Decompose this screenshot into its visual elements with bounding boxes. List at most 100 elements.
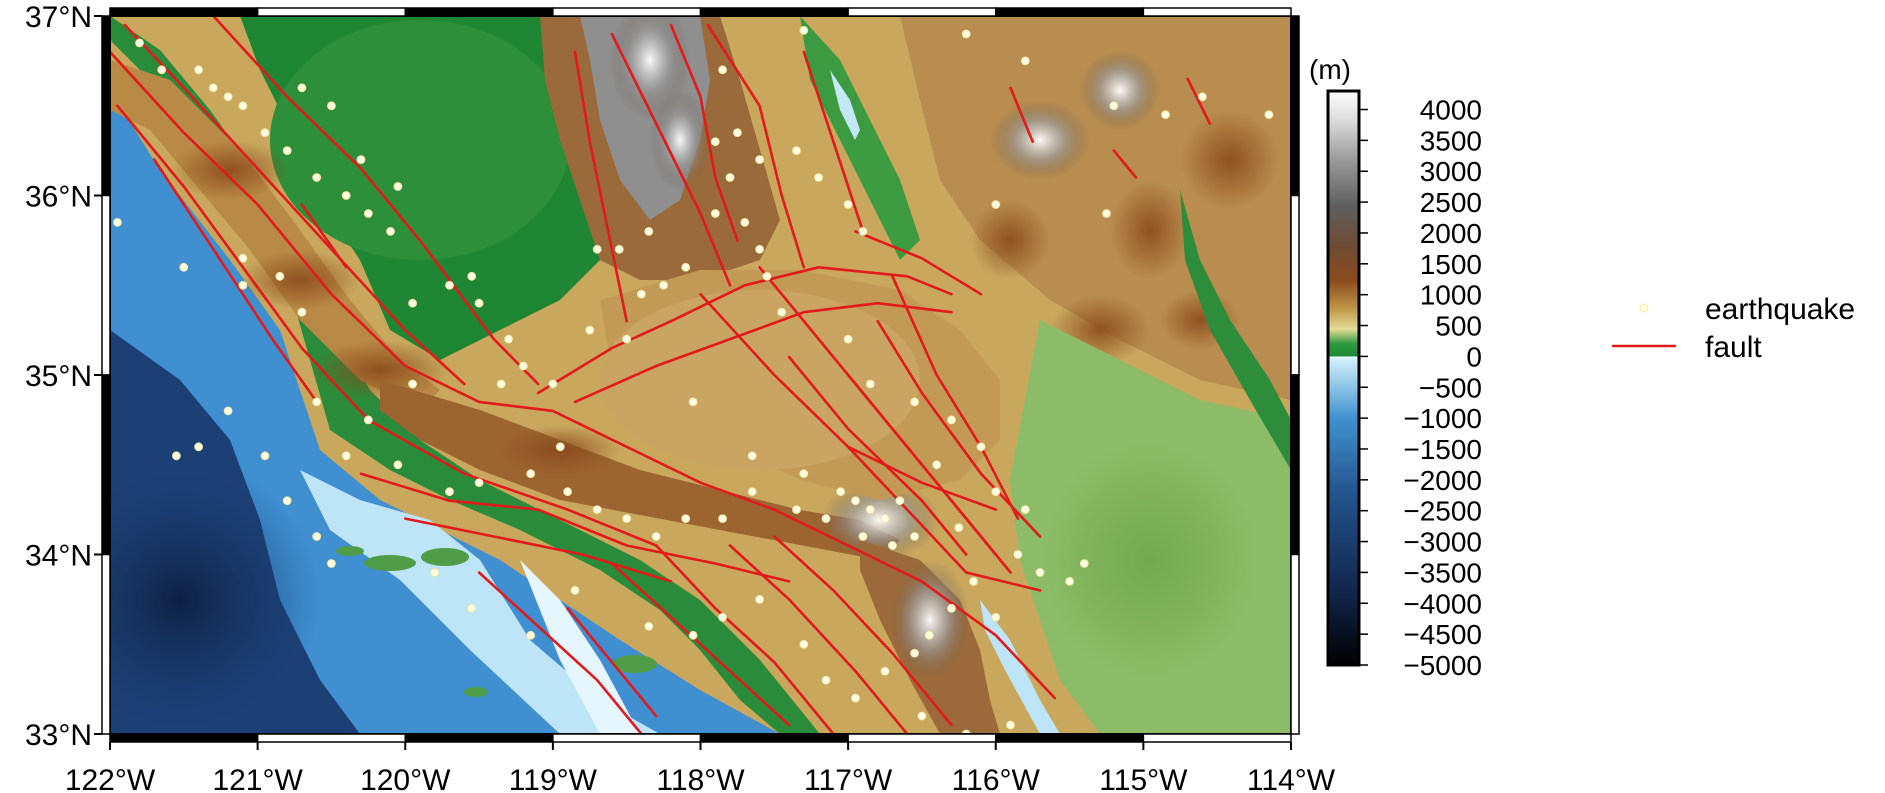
colorbar-label: −500 bbox=[1419, 372, 1482, 403]
earthquake-point bbox=[223, 406, 233, 416]
colorbar-label: 500 bbox=[1435, 311, 1482, 342]
earthquake-point bbox=[688, 630, 698, 640]
frame-segment-right bbox=[1290, 374, 1300, 556]
earthquake-point bbox=[681, 514, 691, 523]
earthquake-point bbox=[297, 307, 307, 317]
colorbar-label: −4500 bbox=[1403, 619, 1482, 650]
earthquake-point bbox=[659, 280, 668, 290]
earthquake-point bbox=[880, 666, 890, 676]
earthquake-point bbox=[762, 271, 772, 281]
fault-line bbox=[654, 544, 835, 734]
frame-segment-top bbox=[699, 7, 849, 17]
earthquake-point bbox=[747, 487, 757, 497]
frame-segment-bottom bbox=[552, 733, 702, 743]
frame-segment-top bbox=[1142, 7, 1292, 17]
fault-line bbox=[1186, 77, 1212, 125]
earthquake-point bbox=[718, 65, 727, 75]
colorbar-label: 1500 bbox=[1420, 249, 1482, 280]
earthquake-point bbox=[947, 415, 956, 425]
earthquake-point bbox=[1264, 110, 1274, 120]
earthquake-point bbox=[792, 505, 801, 515]
colorbar-label: −3000 bbox=[1403, 527, 1482, 558]
earthquake-point bbox=[851, 496, 860, 506]
earthquake-point bbox=[799, 25, 809, 35]
earthquake-point bbox=[747, 451, 757, 461]
earthquake-point bbox=[710, 209, 720, 218]
frame-segment-top bbox=[256, 7, 406, 17]
colorbar-label: −4000 bbox=[1403, 588, 1482, 619]
fault-line bbox=[477, 571, 643, 734]
frame-segment-right bbox=[1290, 15, 1300, 197]
earthquake-point bbox=[297, 83, 307, 93]
colorbar-label: −3500 bbox=[1403, 557, 1482, 588]
fault-line bbox=[573, 50, 629, 323]
earthquake-point bbox=[710, 137, 720, 147]
earthquake-point bbox=[799, 469, 809, 479]
elevation-colorbar: (m) 40003500300025002000150010005000−500… bbox=[1309, 54, 1482, 681]
earthquake-point bbox=[171, 451, 181, 461]
earthquake-point bbox=[363, 209, 373, 218]
earthquake-point bbox=[725, 173, 735, 182]
earthquake-point bbox=[895, 496, 905, 506]
colorbar-label: −2000 bbox=[1403, 465, 1482, 496]
x-tick-label: 118°W bbox=[656, 764, 745, 793]
frame-segment-top bbox=[404, 7, 554, 17]
earthquake-point bbox=[858, 532, 868, 541]
fault-line bbox=[891, 274, 1020, 520]
earthquake-point bbox=[570, 586, 580, 595]
elevation-relief bbox=[110, 16, 1291, 734]
map-frame bbox=[101, 7, 1300, 743]
frame-segment-bottom bbox=[1142, 733, 1292, 743]
frame-segment-bottom bbox=[404, 733, 554, 743]
frame-segment-bottom bbox=[699, 733, 849, 743]
earthquake-point bbox=[1161, 110, 1170, 120]
earthquake-point bbox=[526, 630, 536, 640]
earthquake-point bbox=[474, 298, 484, 308]
fault-line bbox=[573, 301, 953, 404]
x-tick-label: 120°W bbox=[360, 764, 451, 793]
earthquake-point bbox=[1198, 92, 1207, 102]
earthquake-point bbox=[223, 92, 233, 102]
fault-line bbox=[566, 606, 658, 718]
earthquake-point bbox=[836, 487, 846, 497]
earthquake-point bbox=[718, 514, 727, 523]
frame-segment-top bbox=[109, 7, 259, 17]
earthquake-point bbox=[260, 451, 270, 461]
earthquake-point bbox=[474, 478, 484, 488]
colorbar-label: −1500 bbox=[1403, 434, 1482, 465]
x-tick-label: 119°W bbox=[509, 764, 598, 793]
earthquake-point bbox=[865, 379, 875, 389]
colorbar-label: 3500 bbox=[1420, 125, 1482, 156]
frame-segment-bottom bbox=[109, 733, 259, 743]
earthquake-point bbox=[585, 325, 595, 335]
earthquake-point bbox=[718, 612, 727, 622]
earthquake-point bbox=[969, 577, 978, 586]
earthquake-point bbox=[910, 532, 919, 541]
legend-earthquake-label: earthquake bbox=[1705, 293, 1855, 326]
earthquake-point bbox=[947, 603, 956, 613]
earthquake-point bbox=[238, 253, 248, 263]
earthquake-point bbox=[408, 379, 418, 389]
fault-lines bbox=[110, 16, 1212, 734]
earthquake-point bbox=[1079, 559, 1089, 568]
frame-segment-top bbox=[995, 7, 1145, 17]
x-tick-label: 116°W bbox=[952, 764, 1041, 793]
earthquake-point bbox=[393, 460, 403, 470]
earthquake-point bbox=[194, 442, 204, 452]
earthquake-point bbox=[880, 514, 890, 523]
earthquake-point bbox=[991, 487, 1001, 497]
earthquake-point bbox=[622, 334, 632, 344]
earthquake-point bbox=[208, 83, 218, 93]
earthquake-point bbox=[644, 621, 654, 631]
fault-line bbox=[846, 373, 1012, 574]
earthquake-point bbox=[467, 271, 477, 281]
earthquake-point bbox=[888, 541, 897, 550]
frame-segment-right bbox=[1290, 194, 1300, 376]
earthquake-point bbox=[910, 648, 919, 658]
earthquake-point bbox=[326, 101, 336, 111]
fault-line bbox=[1112, 149, 1138, 179]
fault-line bbox=[854, 230, 983, 296]
earthquake-point bbox=[496, 379, 506, 389]
earthquake-point bbox=[445, 487, 454, 497]
